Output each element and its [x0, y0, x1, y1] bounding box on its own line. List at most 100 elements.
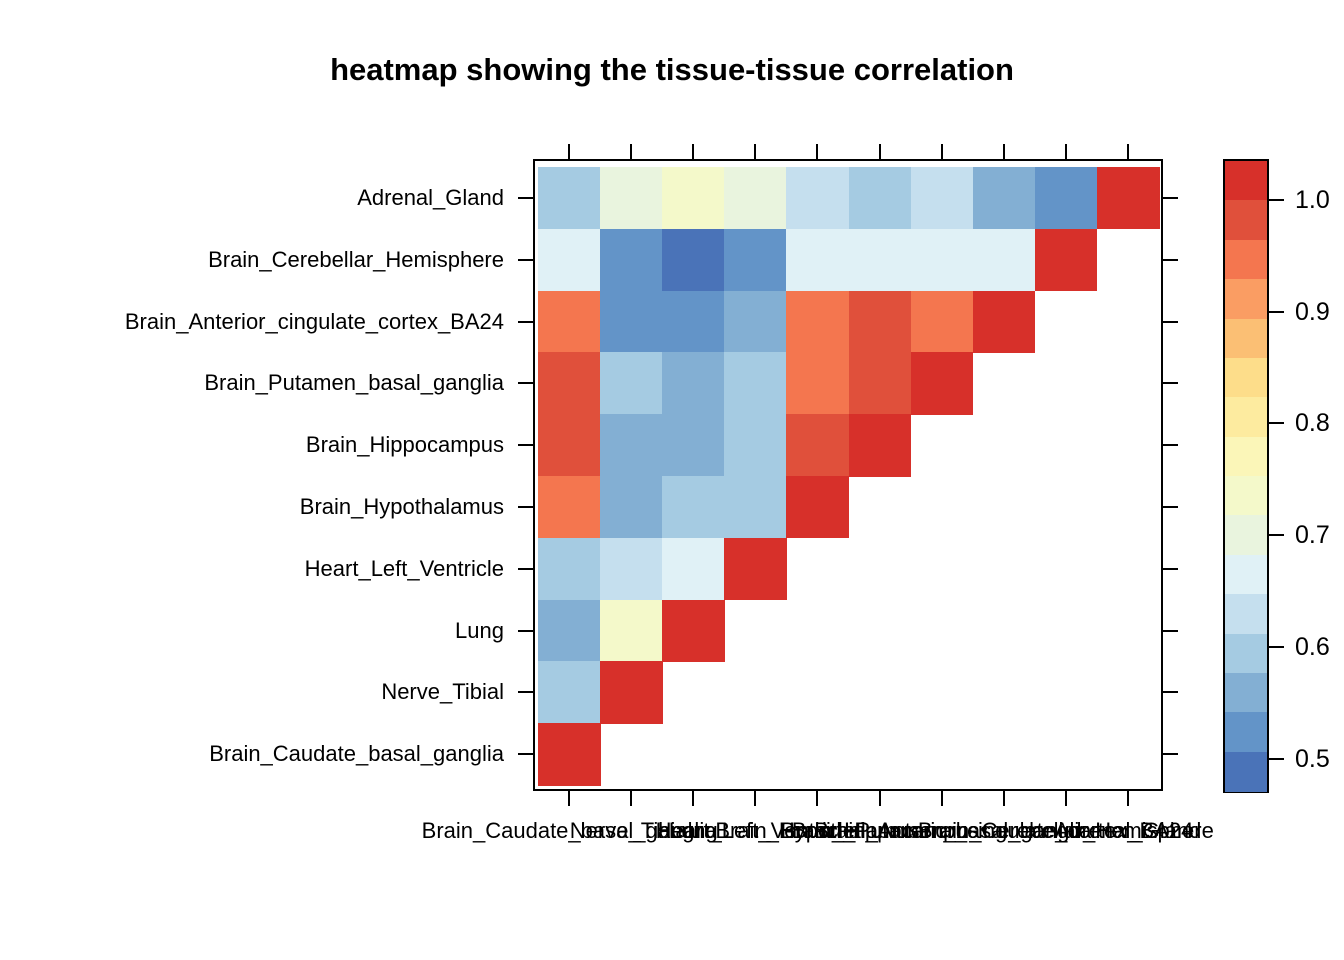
colorbar-tick-label: 0.5: [1295, 744, 1330, 773]
heatmap-cell: [600, 352, 663, 415]
heatmap-cell: [662, 537, 725, 601]
y-tick-right: [1163, 196, 1178, 199]
heatmap-cell: [538, 599, 601, 662]
colorbar-tick: [1269, 645, 1284, 648]
y-axis-label: Brain_Anterior_cingulate_cortex_BA24: [124, 308, 504, 334]
heatmap-cell: [1034, 167, 1098, 230]
y-tick-right: [1163, 444, 1178, 447]
x-tick-top: [1064, 144, 1067, 159]
heatmap-cell: [848, 290, 912, 353]
x-axis-label: Brain_Putamen_basal_ganglia: [791, 818, 1092, 843]
colorbar-tick-label: 0.9: [1295, 297, 1330, 326]
colorbar-band: [1225, 633, 1267, 674]
colorbar: [1223, 159, 1269, 793]
x-axis-label: Adrenal_Gland: [1054, 818, 1202, 843]
x-tick-bottom: [940, 791, 943, 806]
heatmap-cell: [910, 167, 974, 230]
colorbar-band: [1225, 397, 1267, 438]
x-tick-top: [1126, 144, 1129, 159]
heatmap-cell: [600, 167, 663, 230]
heatmap-cell: [910, 290, 974, 353]
heatmap-cell: [786, 352, 850, 415]
colorbar-band: [1225, 239, 1267, 280]
x-tick-bottom: [1002, 791, 1005, 806]
heatmap-cell: [848, 352, 912, 415]
x-tick-top: [1002, 144, 1005, 159]
colorbar-band: [1225, 751, 1267, 792]
x-axis-label: Brain_Anterior_cingulate_cortex_BA24: [814, 818, 1194, 843]
x-tick-bottom: [1126, 791, 1129, 806]
heatmap-cell: [724, 167, 787, 230]
heatmap-cell: [600, 414, 663, 477]
heatmap-cell: [662, 414, 725, 477]
heatmap-cell: [786, 228, 850, 292]
y-axis-label: Heart_Left_Ventricle: [304, 555, 504, 581]
x-tick-bottom: [692, 791, 695, 806]
heatmap-cell: [538, 537, 601, 601]
colorbar-band: [1225, 436, 1267, 477]
y-tick-left: [518, 258, 533, 261]
x-tick-top: [816, 144, 819, 159]
y-axis-label: Brain_Hippocampus: [305, 432, 504, 458]
y-axis-label: Brain_Cerebellar_Hemisphere: [208, 246, 504, 272]
heatmap-cell: [538, 661, 601, 724]
colorbar-tick: [1269, 422, 1284, 425]
heatmap-cell: [600, 290, 663, 353]
heatmap-cell: [538, 290, 601, 353]
colorbar-tick-label: 1.0: [1295, 186, 1330, 214]
x-tick-bottom: [816, 791, 819, 806]
x-tick-top: [940, 144, 943, 159]
heatmap-cell: [538, 414, 601, 477]
colorbar-band: [1225, 476, 1267, 516]
y-tick-right: [1163, 629, 1178, 632]
y-tick-left: [518, 629, 533, 632]
heatmap-cell: [538, 352, 601, 415]
y-axis-label: Brain_Putamen_basal_ganglia: [204, 370, 504, 396]
x-axis-label: Brain_Hypothalamus: [715, 818, 920, 843]
heatmap-cell: [538, 476, 601, 539]
x-tick-top: [754, 144, 757, 159]
colorbar-band: [1225, 594, 1267, 634]
heatmap-cell: [600, 476, 663, 539]
colorbar-tick-label: 0.8: [1295, 409, 1330, 438]
y-tick-right: [1163, 382, 1178, 385]
heatmap-cell: [600, 661, 663, 724]
x-tick-bottom: [754, 791, 757, 806]
x-tick-bottom: [878, 791, 881, 806]
x-axis-label: Brain_Cerebellar_Hemisphere: [917, 818, 1214, 843]
heatmap-cell: [848, 167, 912, 230]
y-tick-right: [1163, 567, 1178, 570]
y-tick-right: [1163, 753, 1178, 756]
heatmap-cell: [724, 352, 787, 415]
colorbar-band: [1225, 161, 1267, 201]
colorbar-band: [1225, 279, 1267, 319]
y-tick-left: [518, 196, 533, 199]
colorbar-tick: [1269, 534, 1284, 537]
colorbar-band: [1225, 515, 1267, 556]
heatmap-cell: [724, 228, 787, 292]
colorbar-band: [1225, 318, 1267, 359]
heatmap-cell: [662, 476, 725, 539]
heatmap-cell: [662, 290, 725, 353]
heatmap-cell: [538, 228, 601, 292]
heatmap-cell: [662, 352, 725, 415]
heatmap-cell: [786, 476, 850, 539]
x-tick-bottom: [568, 791, 571, 806]
heatmap-cell: [1034, 228, 1098, 292]
x-tick-top: [692, 144, 695, 159]
x-axis-label: Brain_Hippocampus: [780, 818, 979, 843]
heatmap-cell: [600, 537, 663, 601]
colorbar-band: [1225, 672, 1267, 713]
x-axis-label: Heart_Left_Ventricle: [655, 818, 856, 843]
x-tick-top: [568, 144, 571, 159]
y-tick-right: [1163, 320, 1178, 323]
heatmap-cell: [910, 228, 974, 292]
heatmap-cell: [724, 476, 787, 539]
chart-title: heatmap showing the tissue-tissue correl…: [330, 52, 1014, 87]
heatmap-cell: [600, 228, 663, 292]
x-tick-top: [878, 144, 881, 159]
y-axis-label: Brain_Hypothalamus: [299, 493, 504, 519]
colorbar-band: [1225, 200, 1267, 241]
heatmap-cell: [848, 414, 912, 477]
